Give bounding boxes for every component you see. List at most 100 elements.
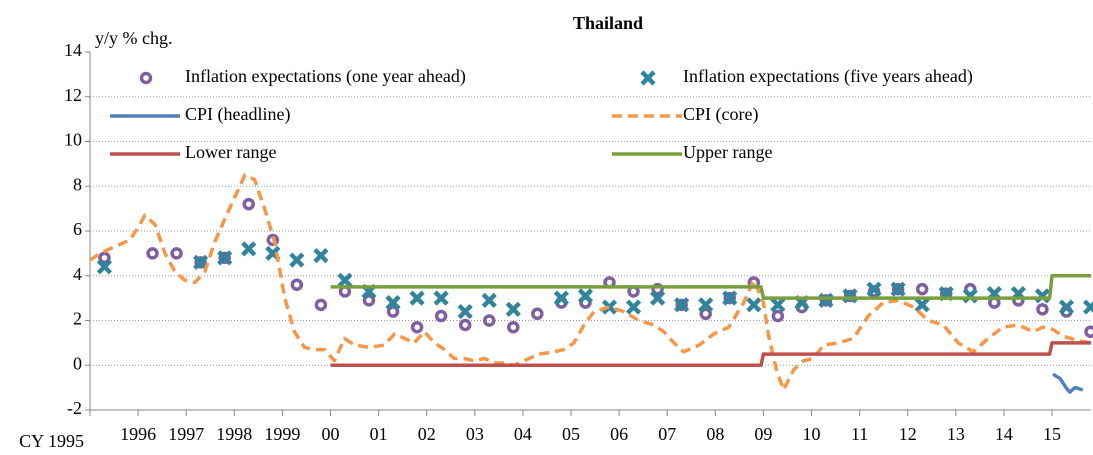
legend-symbol [640,70,656,86]
scatter-point [289,252,305,268]
scatter-point [385,295,401,311]
scatter-point [962,288,978,304]
scatter-point [507,320,520,334]
scatter-point [675,298,688,312]
scatter-point [601,299,618,315]
series-line [1052,372,1084,394]
legend-symbol [139,71,153,85]
scatter-point [505,301,521,317]
scatter-point [770,297,786,313]
scatter-point [481,292,497,308]
scatter-point [625,299,642,315]
y-tick-label: 4 [73,264,82,284]
series-line [89,173,1092,392]
scatter-point [699,307,712,321]
legend-label: CPI (core) [683,104,758,125]
y-tick-label: 10 [64,130,82,150]
y-tick-label: 12 [64,85,82,105]
scatter-point [915,282,929,296]
legend-label: Inflation expectations (five years ahead… [683,66,973,87]
x-tick-label: 14 [995,424,1013,444]
x-tick-label: 1998 [216,424,252,444]
scatter-point [650,290,666,306]
scatter-point [843,289,857,303]
series-line [330,274,1091,300]
x-tick-label: 1999 [264,424,300,444]
scatter-point [218,251,231,265]
scatter-point [842,288,858,304]
x-tick-label: 09 [754,424,772,444]
legend-label: CPI (headline) [185,104,290,125]
x-tick-label: 15 [1043,424,1061,444]
scatter-point [194,256,207,269]
x-tick-label: 06 [610,424,628,444]
y-tick-label: 0 [73,353,82,373]
x-tick-label: 05 [562,424,580,444]
y-tick-label: -2 [67,398,82,418]
scatter-point [266,233,280,247]
x-tick-label: 08 [706,424,724,444]
scatter-point [362,294,376,307]
legend-label: Inflation expectations (one year ahead) [185,66,466,87]
y-tick-label: 8 [73,174,82,194]
y-axis-label: y/y % chg. [95,28,172,48]
scatter-point [531,307,544,321]
scatter-point [577,288,594,304]
scatter-point [746,297,762,313]
scatter-point [386,305,400,318]
x-tick-label: 07 [658,424,676,444]
scatter-point [482,314,496,327]
x-tick-label: CY 1995 [19,431,84,451]
scatter-point [1082,299,1093,315]
scatter-point [651,282,664,296]
scatter-point [314,298,328,312]
scatter-point [193,254,209,270]
scatter-point [1084,325,1093,338]
y-tick-label: 6 [73,219,82,239]
scatter-point [890,281,906,297]
x-tick-label: 1997 [168,424,204,444]
scatter-point [819,294,833,307]
scatter-point [1036,303,1049,316]
x-tick-label: 02 [418,424,436,444]
scatter-point [241,241,257,257]
scatter-point [290,278,304,291]
scatter-point [217,250,233,266]
scatter-point [146,247,159,260]
chart-title: Thailand [573,13,643,33]
scatter-point [242,197,255,211]
legend-label: Upper range [683,142,772,162]
scatter-point [1058,299,1075,315]
scatter-point [698,297,714,313]
scatter-point [1034,288,1051,304]
scatter-point [891,282,905,296]
scatter-point [722,290,738,306]
y-tick-label: 2 [73,309,82,329]
scatter-point [98,251,111,265]
scatter-point [866,281,882,297]
y-tick-label: 14 [64,40,82,60]
scatter-point [723,291,737,305]
scatter-point [434,309,448,323]
x-tick-label: 01 [370,424,388,444]
scatter-point [96,259,113,275]
scatter-point [457,303,473,320]
scatter-point [409,290,425,306]
scatter-point [410,320,424,334]
scatter-point [674,297,690,313]
scatter-point [170,247,183,260]
x-tick-label: 00 [322,424,340,444]
scatter-point [771,309,785,323]
series-line [330,341,1091,368]
x-tick-label: 1996 [120,424,156,444]
scatter-point [553,290,569,306]
x-tick-label: 13 [947,424,965,444]
x-tick-label: 10 [803,424,821,444]
scatter-point [458,318,472,332]
scatter-point [433,290,449,306]
x-tick-label: 04 [514,424,532,444]
x-tick-label: 11 [851,424,868,444]
scatter-point [914,297,930,313]
x-tick-label: 03 [466,424,484,444]
